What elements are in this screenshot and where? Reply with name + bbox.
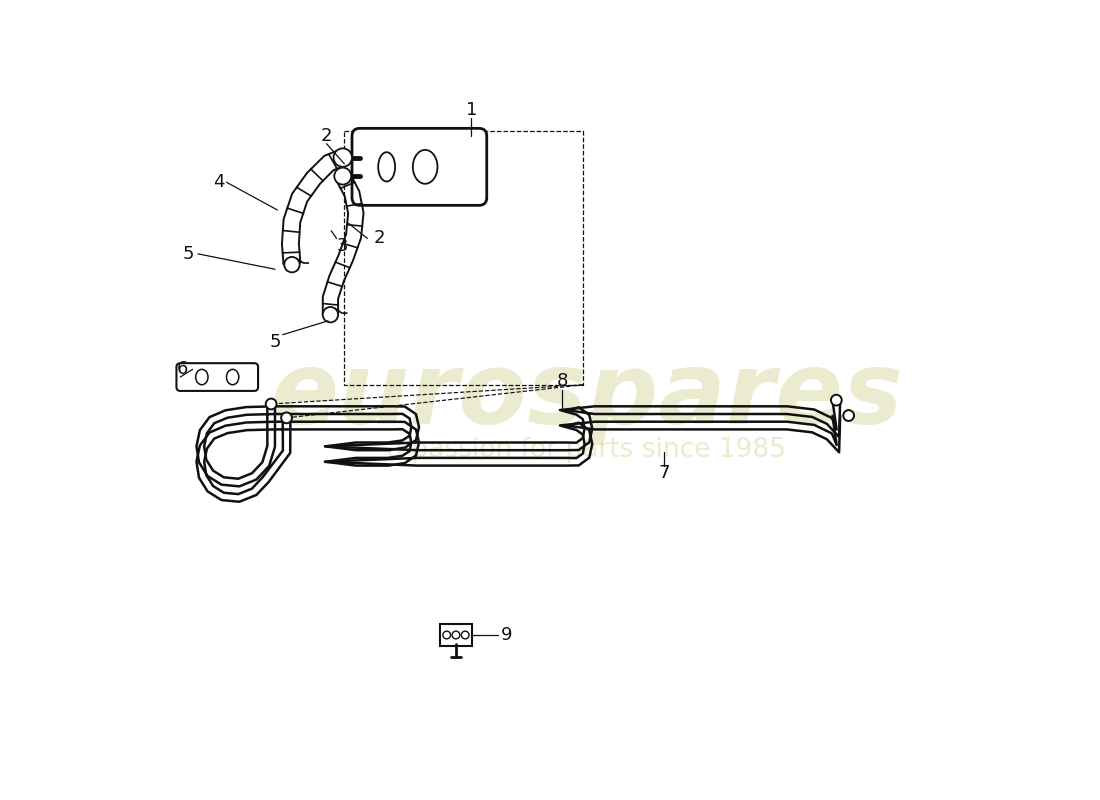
Bar xyxy=(344,130,583,385)
Circle shape xyxy=(443,631,451,639)
FancyBboxPatch shape xyxy=(176,363,258,391)
Text: 5: 5 xyxy=(270,334,280,351)
Circle shape xyxy=(844,410,854,421)
Circle shape xyxy=(830,394,842,406)
Ellipse shape xyxy=(227,370,239,385)
Circle shape xyxy=(461,631,469,639)
Text: eurospares: eurospares xyxy=(271,348,903,445)
Circle shape xyxy=(334,168,351,185)
Circle shape xyxy=(333,148,352,167)
Text: 6: 6 xyxy=(177,360,188,378)
Ellipse shape xyxy=(196,370,208,385)
Circle shape xyxy=(284,257,299,272)
Text: 2: 2 xyxy=(373,230,385,247)
Text: 3: 3 xyxy=(337,237,348,255)
Text: 1: 1 xyxy=(465,101,477,119)
Text: 7: 7 xyxy=(658,464,670,482)
Text: 5: 5 xyxy=(183,245,194,263)
FancyBboxPatch shape xyxy=(440,624,472,646)
Text: a passion for parts since 1985: a passion for parts since 1985 xyxy=(387,437,786,463)
Circle shape xyxy=(266,398,276,410)
Circle shape xyxy=(322,307,338,322)
Ellipse shape xyxy=(378,152,395,182)
Text: 9: 9 xyxy=(500,626,513,644)
Circle shape xyxy=(282,413,292,423)
Text: 2: 2 xyxy=(321,127,332,145)
Ellipse shape xyxy=(412,150,438,184)
Text: 8: 8 xyxy=(557,372,568,390)
FancyBboxPatch shape xyxy=(352,128,486,206)
Circle shape xyxy=(452,631,460,639)
Text: 4: 4 xyxy=(213,174,224,191)
